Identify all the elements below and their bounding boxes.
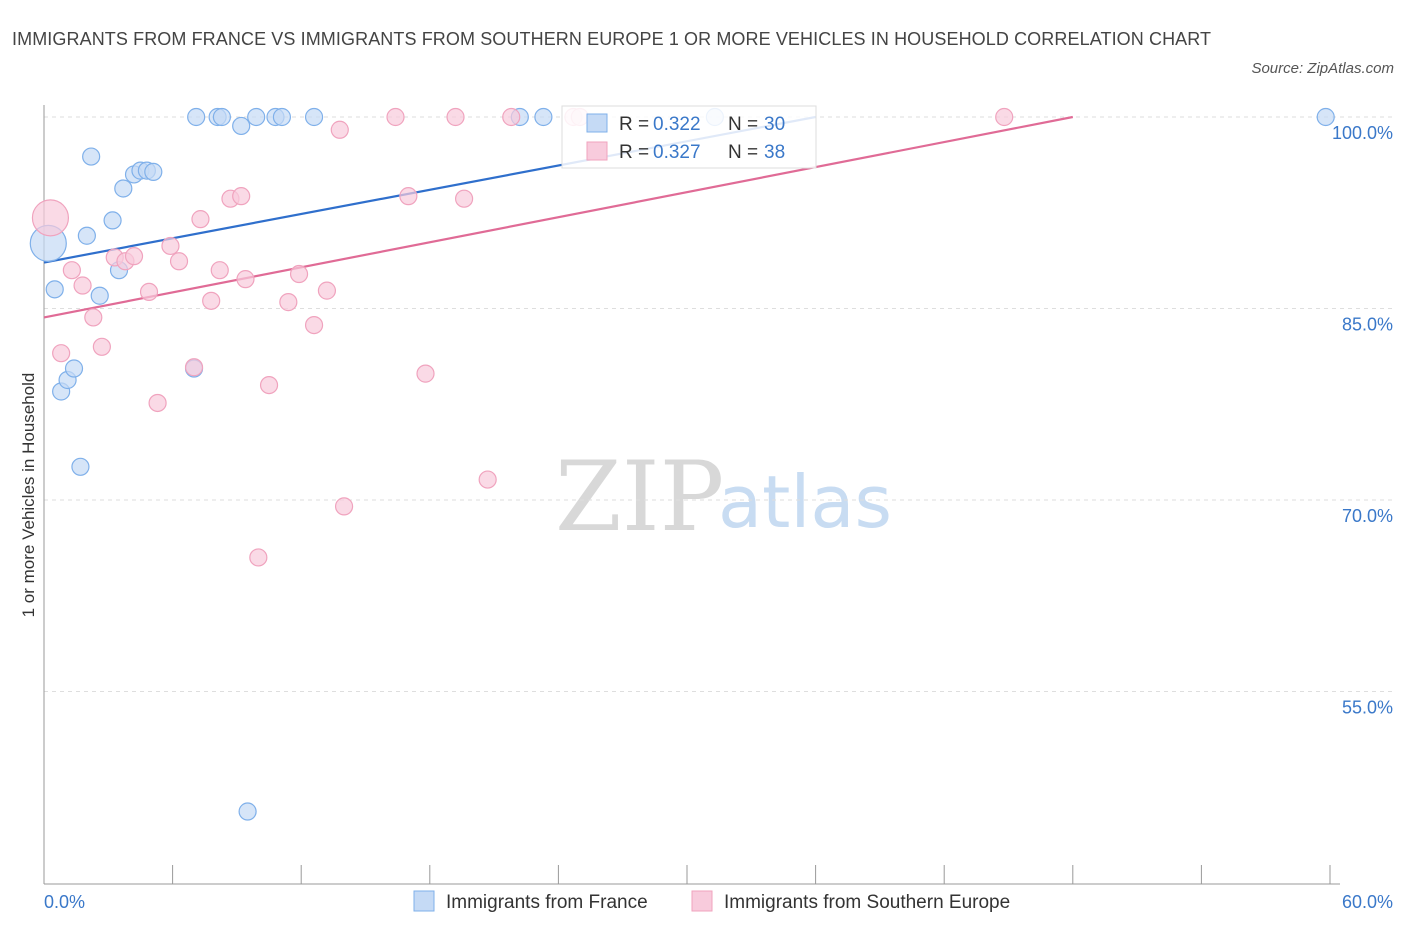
legend: Immigrants from France Immigrants from So… <box>413 890 1010 913</box>
southern-europe-point <box>92 337 111 356</box>
southern-europe-point <box>502 107 521 127</box>
france-point <box>45 280 64 299</box>
southern-europe-point <box>210 261 229 280</box>
data-points <box>29 107 1335 821</box>
france-point <box>71 457 90 476</box>
southern-europe-stat-swatch <box>586 141 608 161</box>
france-stat-swatch <box>586 113 608 133</box>
southern-europe-point <box>289 264 309 284</box>
southern-europe-point <box>148 393 167 413</box>
southern-europe-point <box>259 376 279 395</box>
southern-europe-point <box>386 107 405 127</box>
france-point <box>534 107 553 127</box>
stats-box: R = 0.322 N = 30 R = 0.327 N = 38 <box>561 105 817 169</box>
southern-europe-point <box>995 107 1014 127</box>
southern-europe-point <box>416 364 435 383</box>
france-point <box>1316 107 1335 127</box>
southern-europe-point <box>124 247 144 266</box>
southern-europe-point <box>330 120 349 139</box>
stat-n-value: 38 <box>764 142 785 163</box>
france-point <box>212 107 231 127</box>
france-point <box>247 107 266 127</box>
france-point <box>304 107 324 127</box>
france-point <box>144 162 163 181</box>
stat-n-label: N = <box>728 142 758 163</box>
chart-source: Source: ZipAtlas.com <box>1251 60 1394 77</box>
x-tick-label-max: 60.0% <box>1342 892 1393 912</box>
watermark-atlas: atlas <box>718 460 892 544</box>
legend-swatch-france <box>413 890 435 912</box>
southern-europe-point <box>304 315 324 335</box>
stat-r-value: 0.327 <box>653 142 701 163</box>
stat-n-value: 30 <box>764 114 785 135</box>
legend-swatch-southern-europe <box>691 890 713 912</box>
southern-europe-point <box>184 358 204 377</box>
southern-europe-point <box>191 210 210 229</box>
southern-europe-point <box>31 199 70 237</box>
stat-n-label: N = <box>728 114 758 135</box>
france-point <box>238 802 257 821</box>
y-axis-label: 1 or more Vehicles in Household <box>19 373 38 618</box>
southern-europe-point <box>478 470 497 489</box>
southern-europe-point <box>202 291 221 310</box>
y-tick-label: 70.0% <box>1342 506 1393 526</box>
france-point <box>272 107 292 127</box>
southern-europe-point <box>236 270 255 289</box>
legend-label-southern-europe: Immigrants from Southern Europe <box>724 892 1010 913</box>
france-point <box>82 147 101 166</box>
southern-europe-point <box>169 252 189 271</box>
southern-europe-point <box>161 236 180 256</box>
y-tick-label: 55.0% <box>1342 698 1393 718</box>
watermark-zip: ZIP <box>555 441 724 553</box>
france-point <box>232 116 251 136</box>
france-point <box>64 359 84 378</box>
tick-labels: 100.0% 85.0% 70.0% 55.0% 0.0% 60.0% <box>44 123 1393 912</box>
southern-europe-point <box>52 344 71 363</box>
chart-title: IMMIGRANTS FROM FRANCE VS IMMIGRANTS FRO… <box>12 29 1212 49</box>
southern-europe-point <box>232 187 251 206</box>
southern-europe-point <box>73 276 92 295</box>
france-point <box>187 107 206 127</box>
southern-europe-point <box>84 308 103 327</box>
southern-europe-point <box>399 187 418 206</box>
southern-europe-point <box>446 107 465 127</box>
france-point <box>90 286 109 305</box>
watermark: ZIP atlas <box>555 441 892 553</box>
legend-label-france: Immigrants from France <box>446 892 648 913</box>
france-point <box>103 211 122 230</box>
southern-europe-point <box>249 548 268 567</box>
stat-r-label: R = <box>619 114 649 135</box>
southern-europe-point <box>62 261 81 280</box>
france-point <box>77 226 96 245</box>
stat-r-label: R = <box>619 142 649 163</box>
southern-europe-point <box>454 189 474 208</box>
x-tick-label-min: 0.0% <box>44 892 85 912</box>
stat-r-value: 0.322 <box>653 114 701 135</box>
y-tick-label: 100.0% <box>1332 123 1393 143</box>
southern-europe-point <box>279 293 298 312</box>
southern-europe-point <box>317 281 337 300</box>
france-point <box>114 179 133 198</box>
southern-europe-point <box>139 282 159 302</box>
southern-europe-trend-line <box>43 115 1074 319</box>
y-tick-label: 85.0% <box>1342 315 1393 335</box>
southern-europe-point <box>334 497 354 516</box>
